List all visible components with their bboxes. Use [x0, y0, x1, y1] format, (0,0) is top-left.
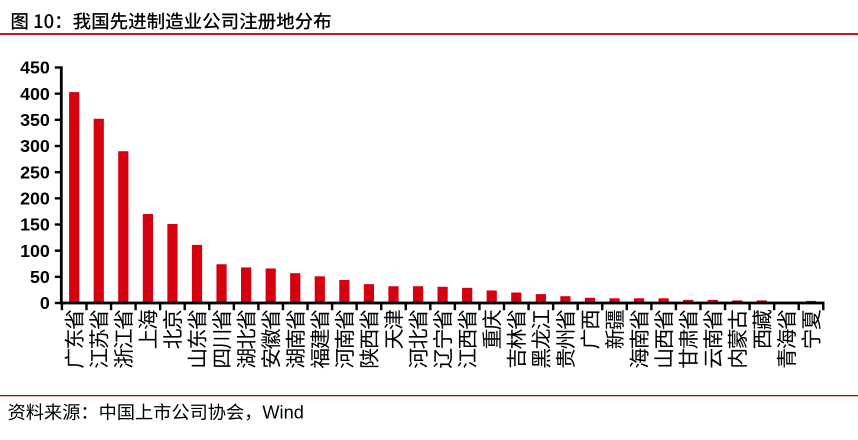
svg-text:0: 0 [40, 293, 50, 313]
svg-text:450: 450 [20, 58, 50, 78]
svg-text:150: 150 [20, 215, 50, 235]
svg-text:200: 200 [20, 189, 50, 209]
svg-text:300: 300 [20, 136, 50, 156]
svg-text:350: 350 [20, 110, 50, 130]
svg-text:400: 400 [20, 84, 50, 104]
svg-text:Wind: Wind [262, 403, 303, 423]
svg-text:250: 250 [20, 162, 50, 182]
svg-text:50: 50 [30, 267, 50, 287]
svg-text:100: 100 [20, 241, 50, 261]
